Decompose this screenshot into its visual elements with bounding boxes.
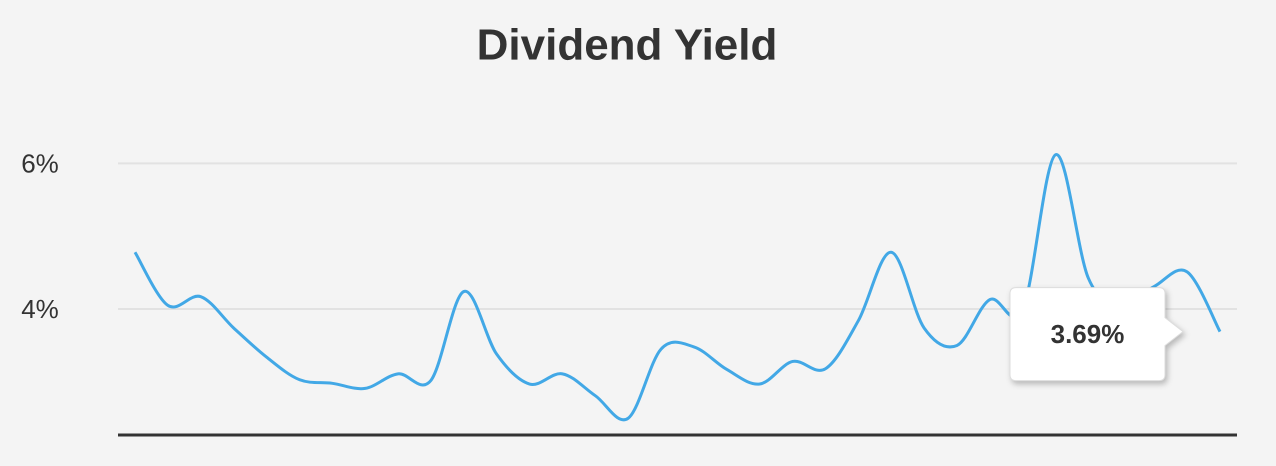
- line-series: [133, 153, 1222, 422]
- tooltip-label: 3.69%: [1051, 319, 1125, 349]
- tooltip: 3.69%: [1009, 287, 1184, 382]
- y-tick-label: 4%: [21, 294, 59, 324]
- tooltip-box: [1009, 287, 1184, 382]
- y-tick-label: 6%: [21, 148, 59, 178]
- chart-title: Dividend Yield: [477, 21, 778, 70]
